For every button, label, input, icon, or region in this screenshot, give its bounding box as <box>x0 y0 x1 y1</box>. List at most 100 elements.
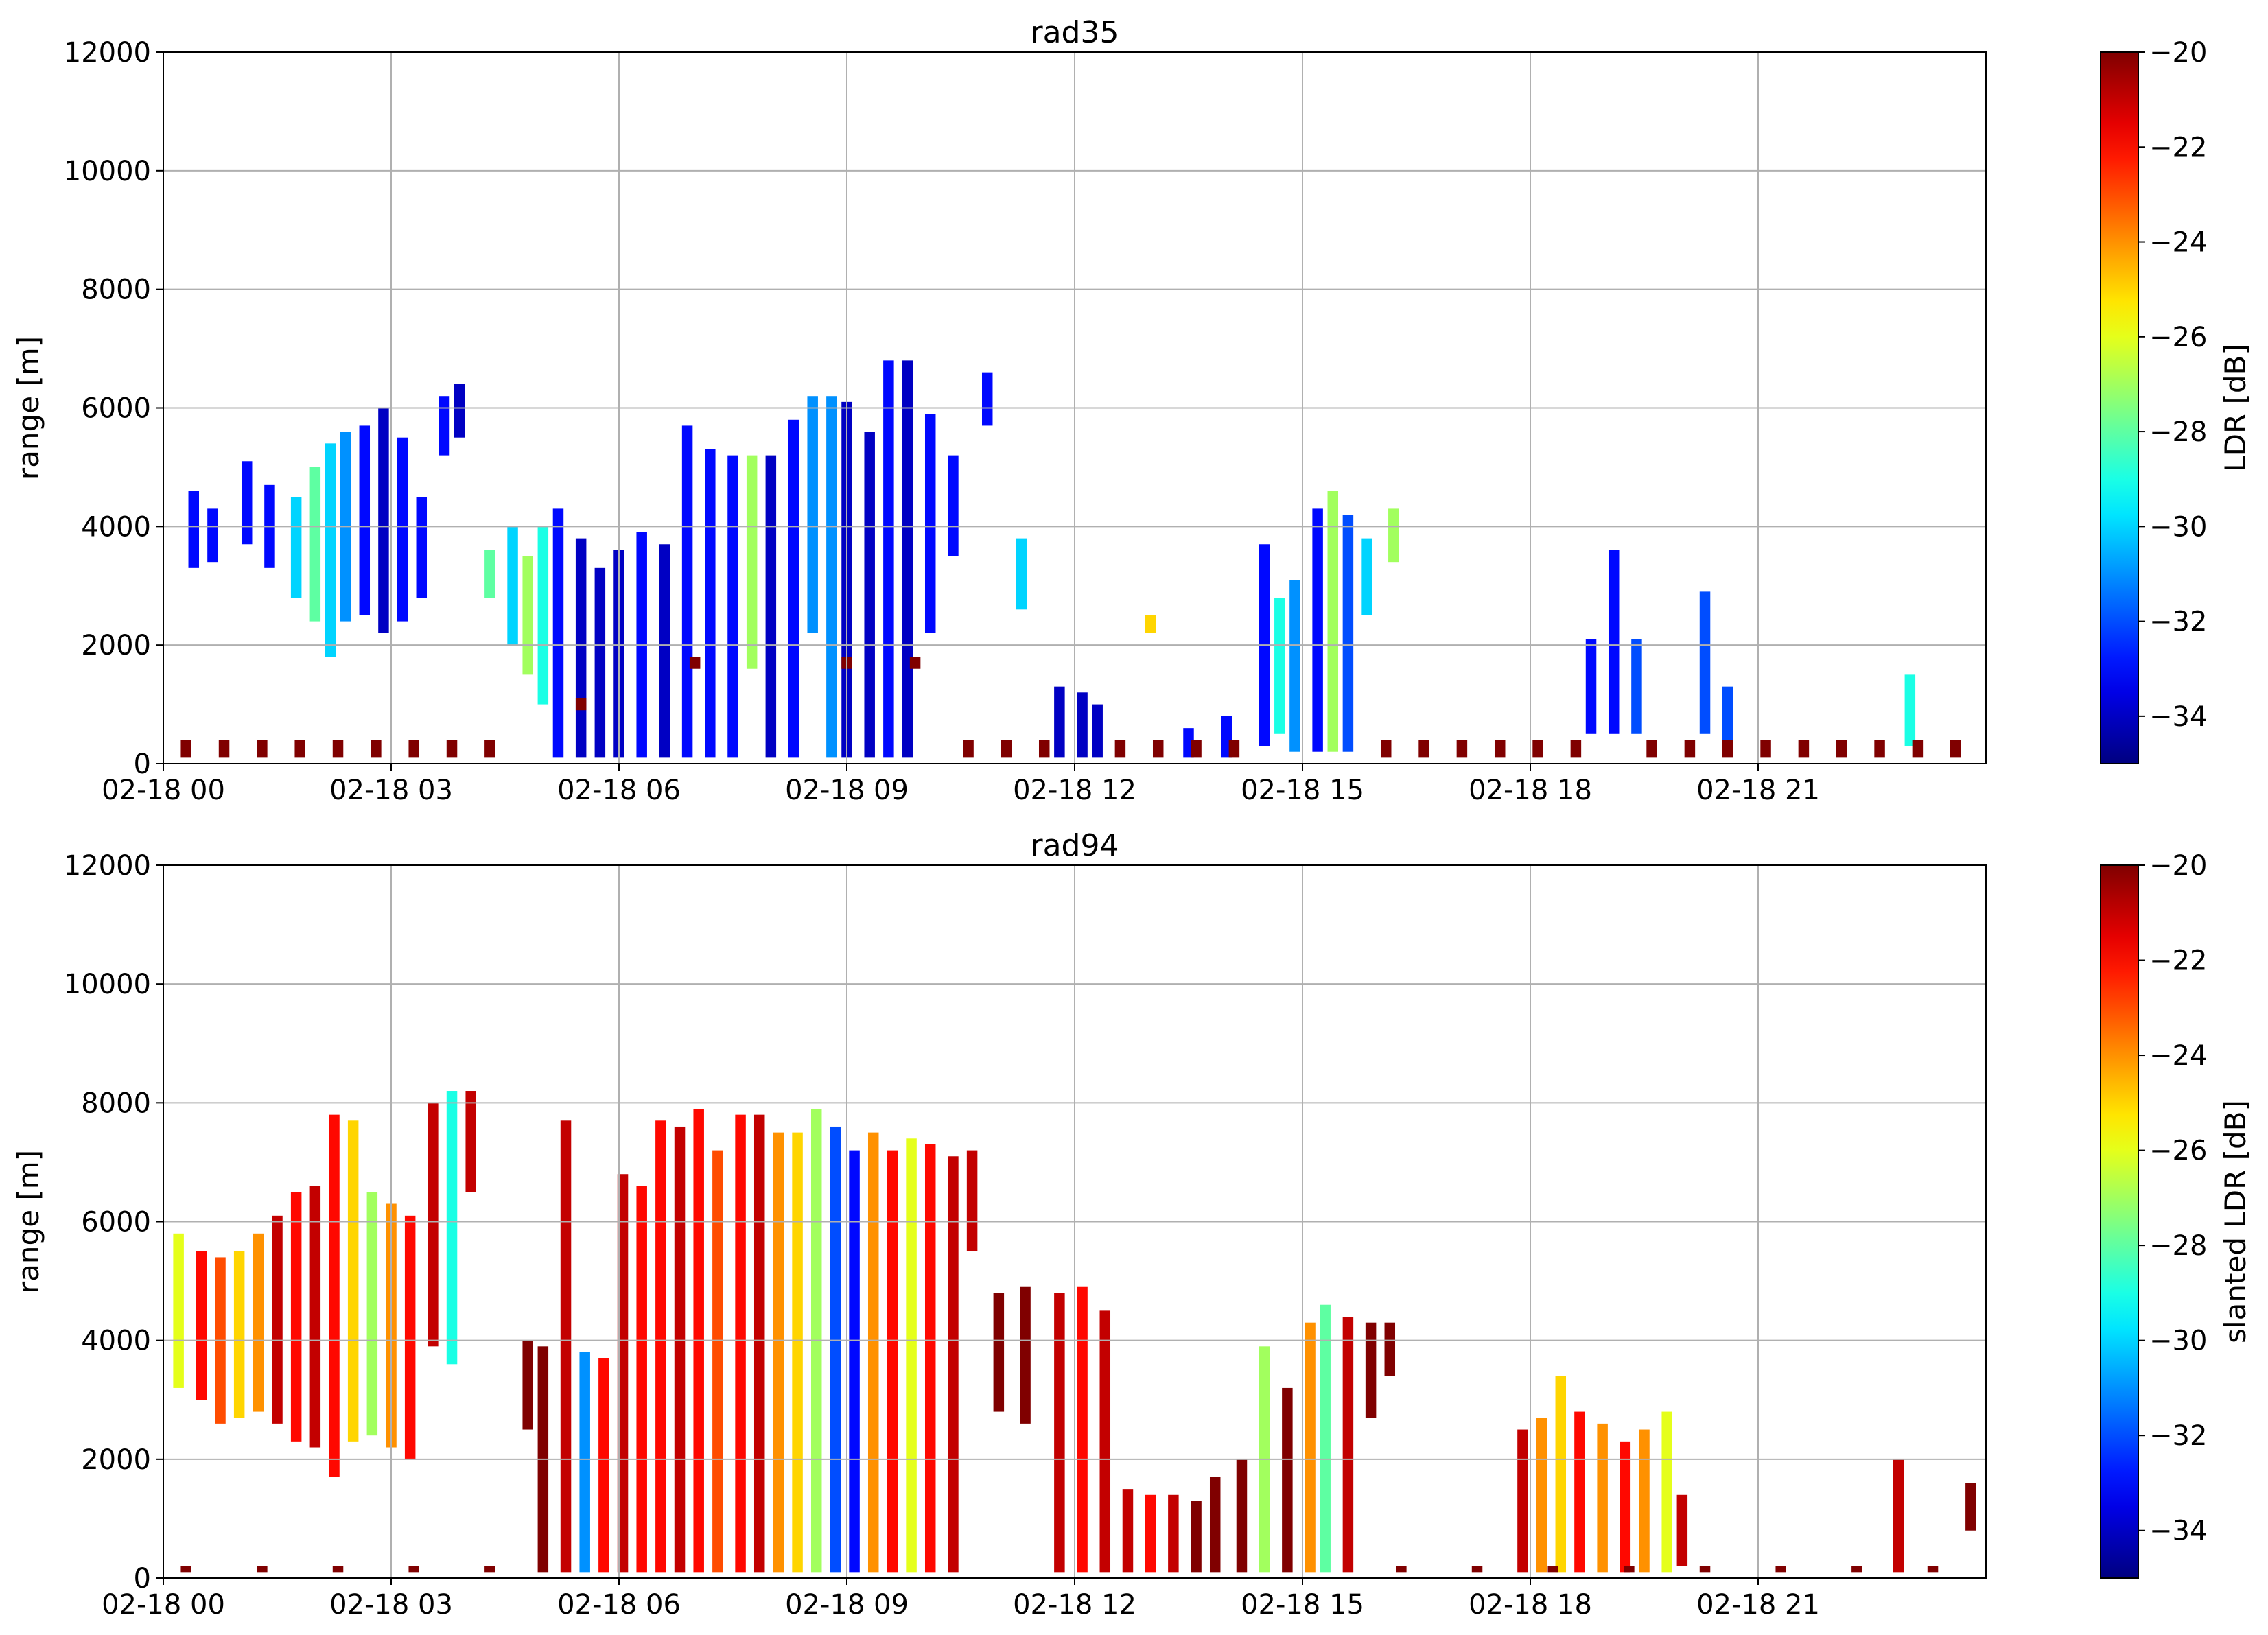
heatmap-cell <box>1620 1441 1631 1573</box>
heatmap-cell <box>1191 740 1202 758</box>
x-tick-label: 02-18 15 <box>1241 1589 1364 1621</box>
heatmap-cell <box>233 1251 245 1418</box>
heatmap-cell <box>1168 1494 1179 1573</box>
heatmap-cell <box>753 1114 765 1573</box>
heatmap-cell <box>1122 1489 1134 1573</box>
heatmap-cell <box>1342 1317 1354 1573</box>
y-axis-label: range [m] <box>12 336 45 480</box>
heatmap-cell <box>522 556 533 675</box>
y-tick-label: 6000 <box>81 393 151 425</box>
colorbar-tick-label: −32 <box>2149 1420 2207 1452</box>
heatmap-cell <box>1676 1494 1688 1566</box>
heatmap-cell <box>659 544 670 758</box>
heatmap-cell <box>1305 1322 1316 1573</box>
heatmap-cell <box>993 1293 1005 1412</box>
heatmap-cell <box>1624 1566 1635 1573</box>
heatmap-cell <box>1532 740 1543 758</box>
heatmap-cell <box>446 1091 458 1365</box>
x-tick-label: 02-18 06 <box>557 775 681 806</box>
heatmap-cell <box>1874 740 1885 758</box>
heatmap-cell <box>1054 1293 1065 1573</box>
heatmap-cell <box>560 1120 572 1573</box>
heatmap-cell <box>1950 740 1961 758</box>
x-tick-label: 02-18 21 <box>1696 775 1820 806</box>
x-tick-label: 02-18 12 <box>1013 775 1136 806</box>
heatmap-cell <box>826 396 837 758</box>
colorbar-tick-label: −20 <box>2149 850 2207 882</box>
y-tick-label: 12000 <box>64 850 151 882</box>
heatmap-cell <box>849 1150 860 1573</box>
x-tick-label: 02-18 18 <box>1469 775 1592 806</box>
y-tick-label: 6000 <box>81 1207 151 1238</box>
heatmap-cell <box>655 1120 666 1573</box>
heatmap-cell <box>332 1566 344 1573</box>
heatmap-cell <box>1639 1429 1650 1573</box>
heatmap-cell <box>1016 538 1027 610</box>
heatmap-cell <box>359 425 371 615</box>
heatmap-cell <box>1555 1376 1567 1573</box>
heatmap-cell <box>867 1132 879 1573</box>
heatmap-cell <box>366 1192 378 1436</box>
colorbar-tick-label: −28 <box>2149 416 2207 448</box>
heatmap-cell <box>788 419 799 758</box>
heatmap-cell <box>1099 1310 1111 1573</box>
heatmap-cell <box>1699 1566 1711 1573</box>
heatmap-cell <box>371 740 382 758</box>
heatmap-cell <box>617 1174 629 1573</box>
heatmap-cell <box>1699 591 1711 734</box>
heatmap-cell <box>241 461 253 545</box>
heatmap-cell <box>883 360 894 758</box>
y-tick-label: 10000 <box>64 969 151 1000</box>
heatmap-cell <box>906 1138 917 1573</box>
heatmap-cell <box>397 437 408 622</box>
colorbar-label: LDR [dB] <box>2219 344 2252 472</box>
heatmap-cell <box>347 1120 359 1442</box>
y-tick-label: 10000 <box>64 156 151 187</box>
x-tick-label: 02-18 00 <box>102 1589 225 1621</box>
heatmap-cell <box>1038 740 1050 758</box>
heatmap-cell <box>963 740 974 758</box>
heatmap-cell <box>537 526 549 705</box>
y-tick-label: 2000 <box>81 630 151 661</box>
chart-title: rad35 <box>1031 15 1119 50</box>
heatmap-cell <box>188 491 200 568</box>
x-tick-label: 02-18 15 <box>1241 775 1364 806</box>
colorbar-tick-label: −34 <box>2149 1516 2207 1547</box>
colorbar-tick-label: −24 <box>2149 227 2207 259</box>
x-tick-label: 02-18 00 <box>102 775 225 806</box>
heatmap-cell <box>924 1144 936 1573</box>
heatmap-cell <box>902 360 913 758</box>
heatmap-cell <box>807 396 818 633</box>
colorbar-tick-label: −22 <box>2149 132 2207 163</box>
heatmap-cell <box>325 443 336 657</box>
x-tick-label: 02-18 03 <box>329 1589 453 1621</box>
colorbar-tick-label: −28 <box>2149 1230 2207 1262</box>
heatmap-cell <box>1289 580 1300 752</box>
heatmap-cell <box>1893 1459 1904 1573</box>
heatmap-cell <box>1570 740 1582 758</box>
colorbar-tick-label: −30 <box>2149 511 2207 543</box>
heatmap-cell <box>465 1091 476 1192</box>
axes-frame <box>163 51 1987 764</box>
heatmap-cell <box>416 497 428 598</box>
heatmap-cell <box>290 497 302 598</box>
heatmap-cell <box>765 455 777 758</box>
plot-area <box>173 1091 1976 1573</box>
heatmap-cell <box>1396 1566 1407 1573</box>
heatmap-cell <box>257 1566 268 1573</box>
heatmap-cell <box>674 1126 686 1573</box>
heatmap-cell <box>735 1114 746 1573</box>
y-tick-label: 4000 <box>81 511 151 543</box>
heatmap-cell <box>329 1114 340 1477</box>
heatmap-cell <box>294 740 305 758</box>
heatmap-cell <box>1145 1494 1156 1573</box>
heatmap-cell <box>924 414 936 633</box>
heatmap-cell <box>1597 1423 1608 1573</box>
y-tick-label: 0 <box>134 1563 151 1595</box>
heatmap-cell <box>173 1233 184 1388</box>
heatmap-cell <box>507 526 518 646</box>
heatmap-cell <box>981 372 993 426</box>
heatmap-cell <box>1077 692 1088 758</box>
heatmap-cell <box>1342 515 1354 752</box>
